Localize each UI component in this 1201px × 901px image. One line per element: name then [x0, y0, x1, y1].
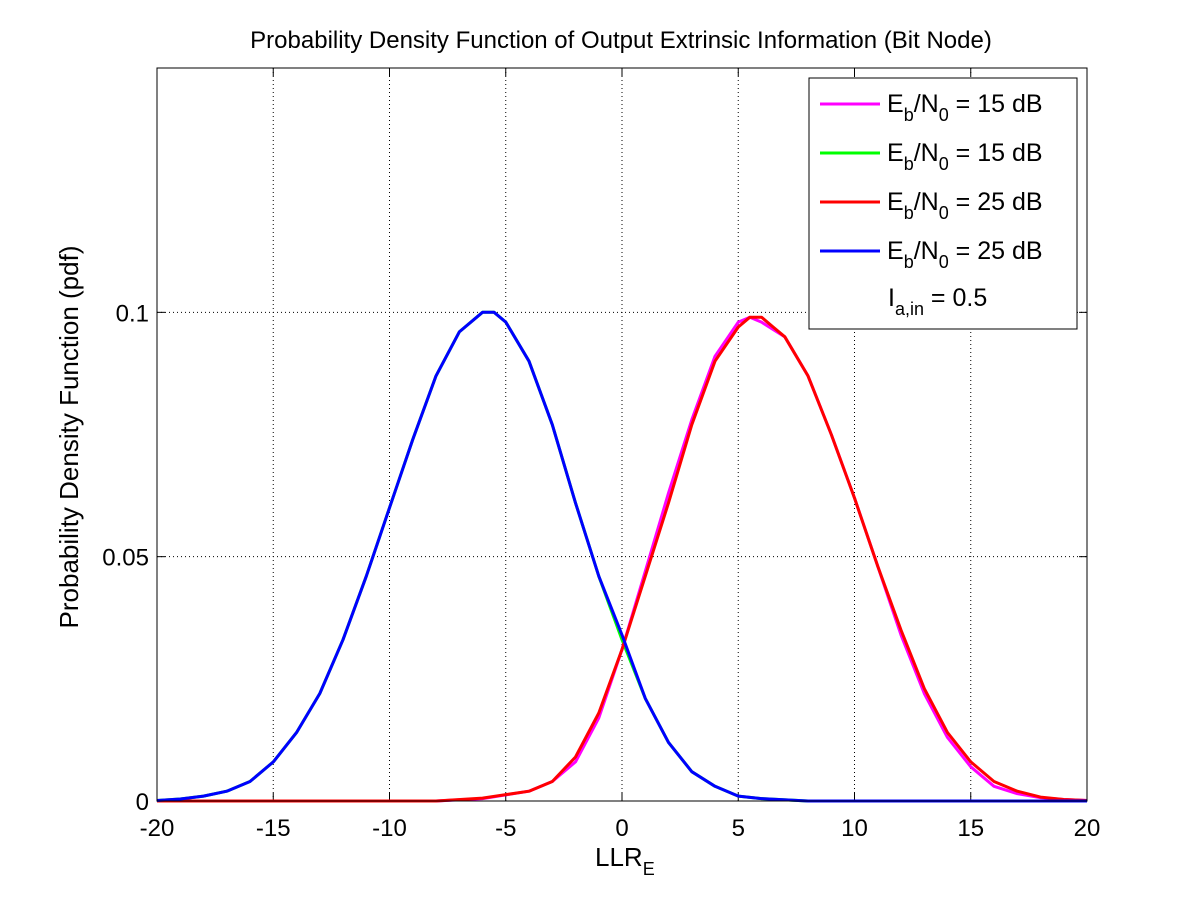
x-tick-label: 15	[957, 815, 984, 842]
legend: Eb/N0 = 15 dB Eb/N0 = 15 dB Eb/N0 = 25 dB E…	[808, 77, 1078, 330]
plot-area	[157, 68, 1087, 801]
x-tick-label: -5	[495, 815, 516, 842]
y-tick-label: 0.05	[102, 545, 149, 572]
x-tick-label: 20	[1074, 815, 1101, 842]
x-tick-label: -20	[140, 815, 175, 842]
x-tick-label: 0	[615, 815, 628, 842]
y-tick-label: 0.1	[116, 300, 149, 327]
legend-label: Eb/N0 = 25 dB	[887, 237, 1043, 272]
chart-title: Probability Density Function of Output E…	[250, 27, 992, 54]
legend-label: Eb/N0 = 25 dB	[887, 188, 1043, 223]
x-tick-label: 5	[732, 815, 745, 842]
x-axis-label: LLRE	[595, 842, 655, 879]
legend-label: Eb/N0 = 15 dB	[887, 139, 1043, 174]
series-line-4	[156, 310, 1087, 803]
legend-label: Eb/N0 = 15 dB	[887, 90, 1043, 125]
axis-ticks: -20 -15 -10 -5 0 5 10 15 20 0 0.05 0.1	[102, 68, 1100, 842]
legend-note: Ia,in = 0.5	[888, 284, 987, 319]
y-tick-label: 0	[136, 789, 149, 816]
y-axis-label: Probability Density Function (pdf)	[54, 246, 84, 629]
x-tick-label: -10	[372, 815, 407, 842]
plot-frame	[156, 67, 1088, 802]
x-tick-label: 10	[841, 815, 868, 842]
x-tick-label: -15	[256, 815, 291, 842]
